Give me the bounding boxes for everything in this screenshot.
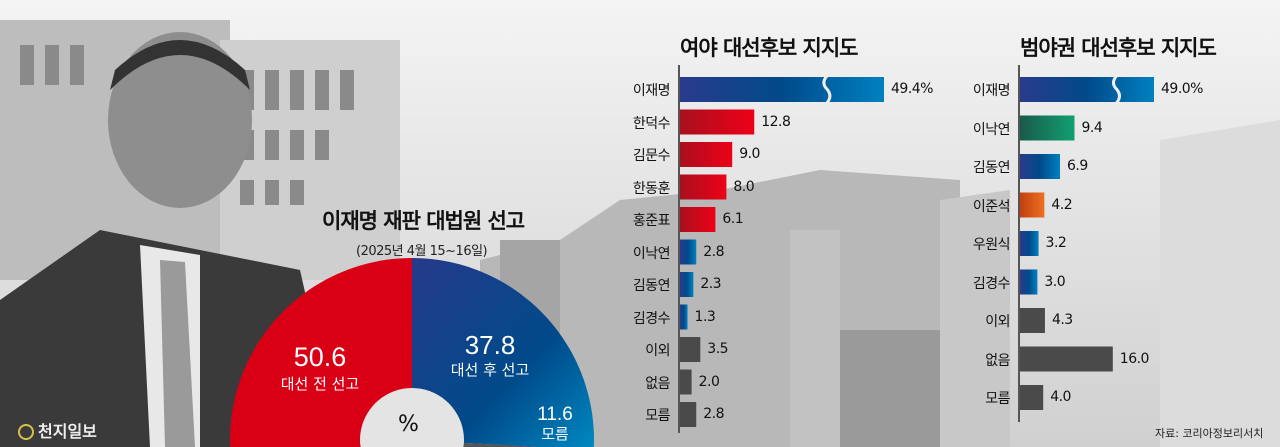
pie-unit: % (398, 412, 419, 437)
bar (680, 174, 727, 200)
bar-category-label: 없음 (645, 375, 670, 392)
bar (1020, 192, 1045, 218)
bar (680, 77, 884, 102)
bar-value-label: 1.3 (694, 308, 716, 325)
pie-value-0: 50.6 (293, 342, 347, 372)
pie-title: 이재명 재판 대법원 선고 (322, 209, 525, 233)
pie-chart (230, 258, 594, 447)
bar-category-label: 이외 (645, 343, 670, 359)
pie-subtitle: (2025년 4월 15~16일) (356, 244, 488, 259)
bar-category-label: 김동연 (972, 160, 1011, 176)
bar (1020, 154, 1061, 179)
bar-axis (678, 65, 680, 433)
bar-category-label: 김문수 (632, 148, 671, 164)
pie-hole (360, 388, 464, 447)
bar-category-label: 한덕수 (632, 115, 671, 132)
bar-category-label: 김경수 (632, 310, 671, 327)
bar-category-label: 이외 (985, 314, 1010, 330)
source-note: 자료: 코리아정보리서치 (1155, 427, 1264, 440)
bar-chart-2-title: 범야권 대선후보 지지도 (1020, 36, 1217, 60)
bar-category-label: 이낙연 (972, 121, 1011, 138)
bar-value-label: 2.8 (703, 406, 724, 422)
bar-value-label: 4.2 (1051, 196, 1073, 213)
bar-value-label: 2.8 (703, 243, 724, 260)
bar (680, 304, 688, 330)
bar (1020, 115, 1075, 141)
bar (680, 142, 733, 167)
bar-value-label: 4.0 (1050, 389, 1071, 405)
bar-category-label: 이낙연 (632, 245, 671, 262)
bar (1020, 346, 1113, 372)
bar-chart-1-title: 여야 대선후보 지지도 (680, 36, 859, 60)
pie-value-1: 37.8 (464, 330, 516, 360)
bar-category-label: 이재명 (632, 83, 671, 99)
bar-value-label: 4.3 (1051, 312, 1073, 328)
publisher-name: 천지일보 (38, 422, 97, 441)
pie-slice (230, 258, 419, 447)
axis-break-mark (1111, 75, 1121, 104)
bar-category-label: 없음 (985, 352, 1010, 369)
bar-value-label: 6.9 (1067, 158, 1088, 174)
bar-value-label: 2.0 (698, 373, 720, 390)
bar-value-label: 3.2 (1045, 235, 1067, 251)
bar (680, 337, 701, 362)
bar-category-label: 이준석 (972, 198, 1011, 215)
axis-break-mark (822, 75, 832, 104)
bar-value-label: 49.4% (891, 81, 933, 97)
pie-label-2: 모름 (541, 425, 569, 443)
bar-category-label: 이재명 (972, 83, 1011, 99)
bar-value-label: 9.0 (739, 146, 760, 162)
bar-axis (1018, 65, 1020, 422)
bar-value-label: 12.8 (761, 113, 791, 130)
pie-label-0: 대선 전 선고 (280, 375, 360, 393)
bar (680, 239, 697, 265)
bar (1020, 308, 1045, 333)
pie-value-2: 11.6 (537, 404, 573, 425)
bar-category-label: 모름 (985, 391, 1010, 407)
bar (1020, 385, 1044, 410)
bar-category-label: 모름 (645, 408, 670, 424)
bar-category-label: 우원식 (972, 237, 1011, 253)
bar-value-label: 49.0% (1161, 81, 1203, 97)
pie-label-1: 대선 후 선고 (450, 361, 530, 379)
bar-category-label: 김경수 (972, 275, 1011, 292)
bar-value-label: 9.4 (1081, 119, 1103, 136)
logo-icon (18, 424, 34, 440)
bar-value-label: 2.3 (700, 276, 722, 292)
bar-value-label: 8.0 (733, 178, 755, 195)
pie-slice (412, 258, 594, 447)
bar-value-label: 3.0 (1044, 273, 1066, 290)
bar-value-label: 3.5 (707, 341, 729, 357)
bar (680, 369, 692, 395)
bar (680, 207, 716, 232)
bar-value-label: 16.0 (1119, 350, 1150, 367)
bar (1020, 231, 1039, 256)
bar (1020, 77, 1154, 102)
publisher-logo: 천지일보 (18, 423, 97, 441)
bar-value-label: 6.1 (722, 211, 744, 227)
bar (680, 272, 694, 297)
bar-category-label: 홍준표 (632, 213, 671, 229)
bar-category-label: 한동훈 (632, 180, 671, 197)
bar-category-label: 김동연 (632, 278, 671, 294)
bar (680, 402, 697, 427)
bar (680, 109, 755, 135)
bar (1020, 269, 1038, 295)
